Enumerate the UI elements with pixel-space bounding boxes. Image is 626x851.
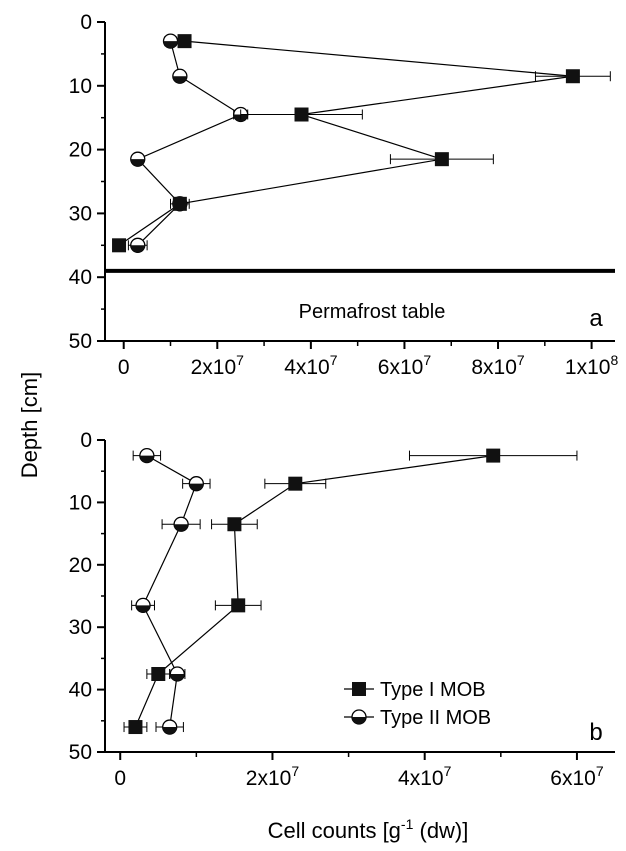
y-tick-label: 0 [80,11,92,34]
point-type1 [434,152,449,167]
x-axis-title: Cell counts [g-1 (dw)] [268,816,469,843]
point-type1 [227,517,242,532]
panel-b: 0 10 20 30 40 50 0 2x107 4x107 6x107 b [69,429,615,790]
point-type2 [130,151,146,167]
point-type1 [231,598,246,613]
y-tick-label: 20 [69,554,92,577]
x-tick-label: 1x108 [565,352,619,379]
permafrost-label: Permafrost table [299,301,446,323]
series-line [136,40,242,246]
series-line [118,40,573,246]
x-tick-label: 2x107 [246,763,300,790]
point-type2 [172,68,188,84]
point-type2-fill [163,41,178,49]
x-tick-label: 4x107 [284,352,338,379]
point-type1 [172,196,187,211]
point-type2 [139,447,155,464]
series-line [134,455,494,728]
y-tick-label: 0 [80,429,92,452]
x-tick-label: 8x107 [471,352,525,379]
point-type1 [112,238,127,253]
legend: Type I MOB Type II MOB [344,679,491,729]
point-type2 [188,476,204,492]
panel-a: 0 10 20 30 40 50 0 2x107 4x107 6x107 8x107 1x108 Per… [69,11,619,379]
point-type1 [128,720,143,735]
y-tick-label: 40 [69,266,92,289]
point-type1 [151,667,166,681]
point-type2-fill [130,159,145,167]
series-type2 [127,33,249,253]
y-tick-label: 10 [69,491,92,514]
x-tick-label: 2x107 [191,352,245,379]
point-type1 [177,34,192,49]
legend-type1-label: Type I MOB [380,679,486,701]
y-tick-label: 40 [69,679,92,702]
x-tick-label: 6x107 [378,352,432,379]
series-type1 [123,448,578,735]
series-line [142,455,198,728]
x-axis-title-main: Cell counts [g [268,818,401,843]
point-type2-fill [174,524,189,532]
point-type1 [486,448,501,463]
point-type2 [173,516,189,532]
point-type2 [169,666,185,682]
point-type1 [288,476,303,491]
legend-type2-label: Type II MOB [380,707,491,729]
y-tick-label: 30 [69,616,92,639]
legend-type2-marker [351,709,367,725]
x-tick-label: 0 [118,356,130,379]
legend-type1-marker [352,682,366,696]
point-type2-fill [136,605,151,613]
point-type2-fill [170,674,185,682]
point-type2 [162,33,179,49]
point-type2 [162,719,178,735]
panel-letter: b [589,719,602,746]
point-type2-fill [139,455,154,463]
y-tick-label: 50 [69,330,92,353]
point-type2 [135,597,151,614]
x-tick-label: 6x107 [550,763,604,790]
point-type2-fill [130,245,145,253]
point-type2-fill [162,727,177,735]
point-type2 [130,237,146,253]
x-axis-title-unit: (dw)] [413,818,468,843]
point-type2-fill [172,76,187,84]
x-tick-label: 0 [114,767,126,790]
series-type2 [131,447,211,735]
x-axis-title-exponent: -1 [401,816,414,832]
y-axis-title: Depth [cm] [17,372,42,478]
point-type1 [565,69,580,84]
y-tick-label: 30 [69,202,92,225]
y-tick-label: 10 [69,75,92,98]
y-tick-label: 20 [69,139,92,162]
panel-letter: a [589,305,603,332]
point-type1 [294,107,309,122]
series-type1 [112,34,611,253]
y-tick-label: 50 [69,741,92,764]
point-type2-fill [189,483,204,491]
x-tick-label: 4x107 [398,763,452,790]
